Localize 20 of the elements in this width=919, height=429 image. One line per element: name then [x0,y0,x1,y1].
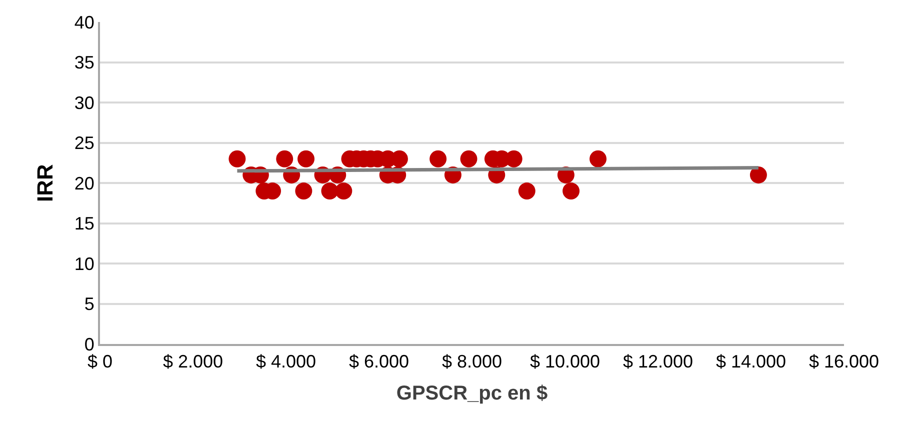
y-tick-label: 25 [74,133,94,154]
y-axis-title: IRR [32,164,58,202]
x-tick-label: $ 16.000 [808,352,880,372]
x-tick-label: $ 14.000 [716,352,786,372]
x-tick-label: $ 0 [87,352,113,372]
x-tick-label: $ 4.000 [256,352,316,372]
x-tick-label: $ 2.000 [162,352,224,372]
x-axis-title: GPSCR_pc en $ [396,382,548,405]
y-tick-label: 15 [74,214,94,234]
y-tick-label: 40 [74,12,94,32]
x-tick-label: $ 12.000 [622,352,694,372]
y-tick-label: 5 [84,294,94,314]
y-tick-label: 30 [74,92,94,113]
y-tick-label: 0 [84,334,94,354]
x-tick-label: $ 8.000 [442,352,502,372]
x-tick-label: $ 6.000 [348,352,410,372]
y-tick-label: 35 [74,52,94,73]
x-tick-label: $ 10.000 [530,352,600,372]
y-tick-label: 10 [74,254,94,274]
y-tick-label: 20 [74,173,94,194]
